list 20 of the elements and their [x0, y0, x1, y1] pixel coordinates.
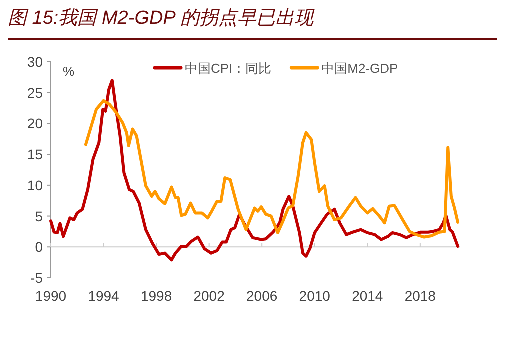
x-tick-label: 1990 — [35, 288, 67, 304]
y-tick-label: 15 — [27, 146, 44, 163]
x-tick-label: 2002 — [194, 288, 226, 304]
x-tick-label: 2018 — [404, 288, 436, 304]
chart-title: 图 15:我国 M2-GDP 的拐点早已出现 — [8, 8, 316, 29]
x-tick-label: 1998 — [140, 288, 172, 304]
y-tick-label: 0 — [35, 239, 44, 256]
y-tick-label: 10 — [27, 177, 44, 194]
y-tick-label: -5 — [30, 270, 44, 286]
y-tick-label: 5 — [35, 208, 44, 224]
legend-label: 中国M2-GDP — [322, 61, 398, 76]
legend-label: 中国CPI：同比 — [185, 61, 272, 76]
y-tick-label: 20 — [27, 116, 44, 132]
y-tick-label: 25 — [27, 84, 44, 101]
x-tick-label: 2014 — [352, 288, 384, 304]
x-tick-label: 1994 — [88, 288, 120, 304]
x-tick-label: 2010 — [299, 288, 331, 304]
y-tick-label: 30 — [27, 54, 44, 70]
x-tick-label: 2006 — [246, 288, 278, 304]
y-axis-title: % — [63, 64, 75, 79]
